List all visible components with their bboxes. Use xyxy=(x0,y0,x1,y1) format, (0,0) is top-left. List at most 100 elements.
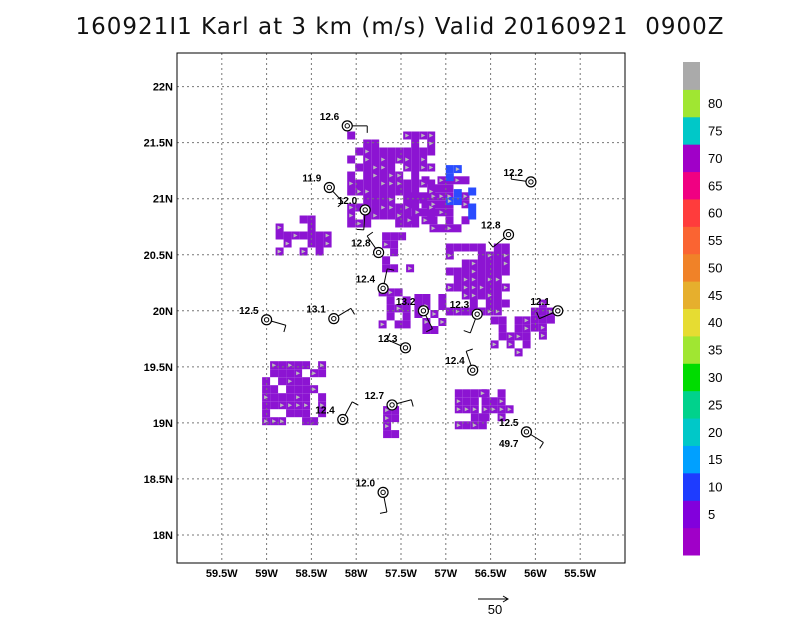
wind-cell xyxy=(383,430,392,439)
colorbar-label: 70 xyxy=(708,151,722,166)
wind-arrow xyxy=(421,133,426,138)
observation-ring-inner xyxy=(474,311,480,317)
wind-arrow xyxy=(503,253,508,258)
observation-marker: 12.0 xyxy=(356,478,389,514)
wind-cell xyxy=(402,304,411,313)
wind-arrow xyxy=(296,395,301,400)
wind-arrow xyxy=(439,210,444,215)
wind-barb-flag xyxy=(410,399,414,407)
wind-cell xyxy=(454,389,463,398)
observation-extra-label: 49.7 xyxy=(499,439,519,450)
wind-cell xyxy=(461,307,470,316)
wind-cell xyxy=(493,267,502,276)
observation-ring-outer xyxy=(417,305,429,317)
wind-barb-flag xyxy=(463,330,471,334)
colorbar-segment xyxy=(683,144,700,173)
wind-cell xyxy=(403,211,412,220)
y-tick-label: 21.5N xyxy=(144,138,173,150)
wind-arrow xyxy=(540,301,545,306)
observations: 12.6 11.9 12.0 12.8 12.2 12.8 12.4 13.1 12.5 13.2… xyxy=(239,112,564,514)
grid xyxy=(177,53,625,563)
colorbar-label: 40 xyxy=(708,315,722,330)
y-tick-label: 19N xyxy=(153,418,173,430)
wind-cell xyxy=(379,211,388,220)
wind-arrow xyxy=(288,403,293,408)
observation-ring-outer xyxy=(467,364,479,376)
wind-arrow xyxy=(456,399,461,404)
wind-cell xyxy=(371,139,380,148)
wind-arrow xyxy=(408,266,413,271)
wind-arrow xyxy=(405,205,410,210)
observation-ring-outer xyxy=(377,486,389,498)
wind-cell xyxy=(493,243,502,252)
wind-arrow xyxy=(495,309,500,314)
wind-arrow xyxy=(516,350,521,355)
y-tick-label: 22N xyxy=(153,82,173,94)
observation-ring-outer xyxy=(359,204,371,216)
wind-barb-flag xyxy=(466,348,473,352)
wind-cell xyxy=(278,369,287,378)
wind-arrow xyxy=(508,342,513,347)
observation-ring-outer xyxy=(373,246,385,259)
wind-cell xyxy=(453,275,462,284)
observation-ring-inner xyxy=(505,231,512,238)
wind-arrow xyxy=(480,391,485,396)
wind-barb-staff xyxy=(271,320,286,326)
wind-cell xyxy=(469,243,478,252)
wind-arrow xyxy=(381,181,386,186)
colorbar-segment xyxy=(683,171,700,200)
wind-arrow xyxy=(447,194,452,199)
observation-label: 13.2 xyxy=(396,297,416,308)
wind-arrow xyxy=(507,407,512,412)
wind-arrow xyxy=(516,334,521,339)
wind-cell xyxy=(395,147,404,156)
observation-marker: 12.8 xyxy=(351,231,385,259)
colorbar-label: 75 xyxy=(708,124,722,139)
observation-ring-inner xyxy=(523,429,530,435)
observation-label: 12.6 xyxy=(320,112,340,123)
wind-cell xyxy=(481,397,490,406)
wind-arrow xyxy=(471,261,476,266)
wind-arrow xyxy=(277,249,282,254)
wind-arrow xyxy=(397,157,402,162)
observation-ring-outer xyxy=(341,120,353,132)
wind-cell xyxy=(485,259,494,268)
wind-cell xyxy=(382,232,391,241)
wind-cell xyxy=(286,393,295,402)
wind-cell xyxy=(411,219,420,228)
wind-cell xyxy=(429,216,438,225)
wind-cell xyxy=(498,316,507,325)
wind-arrow xyxy=(540,325,545,330)
wind-cell xyxy=(546,315,555,324)
wind-arrow xyxy=(325,241,330,246)
wind-cell xyxy=(391,430,400,439)
wind-arrow xyxy=(491,407,496,412)
wind-arrow xyxy=(272,419,277,424)
x-tick-label: 59W xyxy=(255,568,278,580)
wind-arrow xyxy=(432,311,437,316)
x-tick-label: 58.5W xyxy=(296,568,328,580)
wind-barb-staff xyxy=(530,434,544,443)
wind-cell xyxy=(347,155,356,164)
wind-cell xyxy=(461,176,470,185)
wind-arrow xyxy=(397,213,402,218)
wind-arrow xyxy=(320,363,325,368)
wind-cell xyxy=(497,389,506,398)
wind-arrow xyxy=(381,165,386,170)
wind-arrow xyxy=(365,157,370,162)
wind-cell xyxy=(462,397,471,406)
wind-cell xyxy=(391,406,400,415)
wind-cell xyxy=(481,389,490,398)
wind-barb-flag xyxy=(510,172,513,180)
colorbar-segment xyxy=(683,308,700,337)
wind-cell xyxy=(445,243,454,252)
wind-cell xyxy=(390,240,399,249)
wind-cell xyxy=(493,283,502,292)
wind-cell xyxy=(411,171,420,180)
wind-cell xyxy=(477,291,486,300)
wind-arrow xyxy=(471,293,476,298)
y-tick-label: 21N xyxy=(153,194,173,206)
wind-cell xyxy=(489,397,498,406)
wind-arrow xyxy=(357,189,362,194)
